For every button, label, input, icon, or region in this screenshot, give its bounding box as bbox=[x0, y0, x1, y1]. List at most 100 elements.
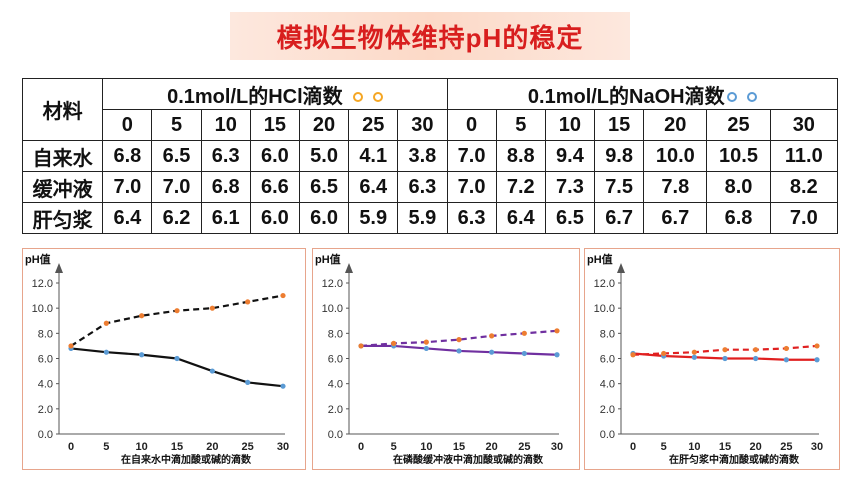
y-tick-label: 6.0 bbox=[600, 354, 615, 366]
table-cell: 4.1 bbox=[348, 140, 399, 172]
drop-count: 5 bbox=[151, 109, 202, 141]
hcl-data-point bbox=[691, 354, 697, 360]
hcl-data-point bbox=[722, 355, 728, 362]
x-tick-label: 20 bbox=[750, 441, 762, 453]
drop-count: 0 bbox=[446, 109, 497, 141]
table-cell: 7.0 bbox=[446, 171, 497, 203]
y-tick-label: 4.0 bbox=[328, 379, 343, 391]
x-tick-label: 25 bbox=[242, 441, 254, 453]
tap-water-chart: pH值 0.0 2.0 4.0 6.0 8.0 10.0 12.0 0 5 10 15 20 25 30 在自… bbox=[22, 248, 306, 470]
tap-water-chart-svg: pH值 0.0 2.0 4.0 6.0 8.0 10.0 12.0 0 5 10 15 20 25 30 在自… bbox=[25, 252, 289, 466]
y-tick-label: 4.0 bbox=[600, 379, 615, 391]
page-title: 模拟生物体维持pH的稳定 bbox=[276, 22, 584, 53]
y-axis-arrow-icon bbox=[617, 263, 625, 273]
x-tick-label: 15 bbox=[453, 441, 465, 453]
x-tick-label: 0 bbox=[68, 441, 74, 453]
table-cell: 7.3 bbox=[544, 171, 596, 203]
orange-dot-icon bbox=[352, 92, 363, 103]
hcl-data-point bbox=[139, 352, 145, 358]
liver-homogenate-chart: pH值 0.0 2.0 4.0 6.0 8.0 10.0 12.0 0 5 10 15 20 25 30 在肝… bbox=[584, 248, 840, 470]
x-axis-label: 在肝匀浆中滴加酸或碱的滴数 bbox=[669, 453, 800, 466]
hcl-data-point bbox=[521, 350, 527, 357]
y-tick-label: 0.0 bbox=[600, 429, 615, 441]
table-cell: 6.5 bbox=[298, 171, 350, 203]
hcl-series-line bbox=[70, 347, 284, 388]
naoh-data-point bbox=[391, 340, 397, 346]
y-tick-label: 10.0 bbox=[32, 303, 53, 315]
row-label: 肝匀浆 bbox=[21, 202, 104, 234]
table-cell: 10.0 bbox=[643, 140, 708, 172]
naoh-data-point bbox=[139, 313, 145, 319]
table-cell: 6.2 bbox=[151, 202, 202, 234]
table-cell: 9.8 bbox=[594, 140, 645, 172]
title-banner: 模拟生物体维持pH的稳定 bbox=[230, 12, 630, 60]
naoh-data-point bbox=[630, 352, 636, 358]
y-tick-label: 2.0 bbox=[38, 404, 53, 416]
drop-count: 20 bbox=[643, 109, 708, 141]
y-tick-label: 6.0 bbox=[328, 354, 343, 366]
table-row: 肝匀浆 6.4 6.2 6.1 6.0 6.0 5.9 5.9 6.3 6.4 … bbox=[21, 202, 839, 234]
table-row: 自来水 6.8 6.5 6.3 6.0 5.0 4.1 3.8 7.0 8.8 … bbox=[21, 140, 839, 172]
x-tick-label: 5 bbox=[661, 441, 667, 453]
drop-count: 20 bbox=[298, 109, 350, 141]
drop-count: 15 bbox=[249, 109, 300, 141]
naoh-data-point bbox=[554, 328, 560, 334]
drop-count: 25 bbox=[706, 109, 771, 141]
table-cell: 9.4 bbox=[544, 140, 596, 172]
row-label: 缓冲液 bbox=[21, 171, 104, 203]
naoh-data-point bbox=[691, 349, 697, 355]
table-cell: 6.7 bbox=[594, 202, 645, 234]
ph-data-table: 材料 0.1mol/L的HCl滴数 0.1mol/L的NaOH滴数 0 5 10… bbox=[21, 78, 839, 234]
naoh-data-point bbox=[783, 345, 789, 352]
table-cell: 11.0 bbox=[769, 140, 839, 172]
x-tick-label: 15 bbox=[171, 441, 183, 453]
hcl-data-point bbox=[209, 368, 215, 374]
x-tick-label: 20 bbox=[486, 441, 498, 453]
naoh-data-point bbox=[753, 347, 759, 353]
drop-count: 15 bbox=[594, 109, 645, 141]
table-cell: 5.0 bbox=[298, 140, 350, 172]
table-cell: 6.4 bbox=[102, 202, 153, 234]
naoh-data-point bbox=[103, 320, 109, 326]
naoh-data-point bbox=[489, 333, 495, 339]
hcl-data-point bbox=[174, 355, 180, 362]
table-cell: 5.9 bbox=[348, 202, 399, 234]
buffer-chart: pH值 0.0 2.0 4.0 6.0 8.0 10.0 12.0 0 5 10 15 20 25 30 在磷… bbox=[312, 248, 580, 470]
x-tick-label: 10 bbox=[420, 441, 432, 453]
x-tick-label: 30 bbox=[551, 441, 563, 453]
naoh-data-point bbox=[174, 308, 180, 314]
table-cell: 6.0 bbox=[249, 140, 300, 172]
table-cell: 6.3 bbox=[446, 202, 497, 234]
table-cell: 6.4 bbox=[348, 171, 399, 203]
table-cell: 8.0 bbox=[706, 171, 771, 203]
table-cell: 7.8 bbox=[643, 171, 708, 203]
y-tick-label: 8.0 bbox=[38, 328, 53, 340]
hcl-data-point bbox=[783, 357, 789, 363]
hcl-data-point bbox=[456, 348, 462, 354]
naoh-data-point bbox=[722, 347, 728, 353]
y-tick-label: 6.0 bbox=[38, 354, 53, 366]
orange-dot-icon bbox=[372, 92, 383, 103]
hcl-data-point bbox=[245, 379, 251, 386]
drop-count: 10 bbox=[200, 109, 251, 141]
x-tick-label: 25 bbox=[780, 441, 792, 453]
table-cell: 6.5 bbox=[544, 202, 596, 234]
drop-count: 30 bbox=[397, 109, 448, 141]
table-cell: 6.6 bbox=[249, 171, 300, 203]
y-tick-label: 12.0 bbox=[594, 278, 615, 290]
x-tick-label: 25 bbox=[518, 441, 530, 453]
y-tick-label: 2.0 bbox=[600, 404, 615, 416]
naoh-data-point bbox=[814, 343, 820, 349]
y-tick-label: 10.0 bbox=[322, 303, 343, 315]
table-cell: 6.4 bbox=[495, 202, 546, 234]
table-cell: 6.3 bbox=[397, 171, 448, 203]
table-cell: 5.9 bbox=[397, 202, 448, 234]
hcl-data-point bbox=[814, 357, 820, 363]
buffer-chart-svg: pH值 0.0 2.0 4.0 6.0 8.0 10.0 12.0 0 5 10 15 20 25 30 在磷… bbox=[315, 252, 563, 466]
x-tick-label: 20 bbox=[206, 441, 218, 453]
y-tick-label: 12.0 bbox=[322, 278, 343, 290]
table-cell: 7.0 bbox=[151, 171, 202, 203]
table-cell: 7.0 bbox=[102, 171, 153, 203]
y-axis-arrow-icon bbox=[55, 263, 63, 273]
table-cell: 6.0 bbox=[249, 202, 300, 234]
